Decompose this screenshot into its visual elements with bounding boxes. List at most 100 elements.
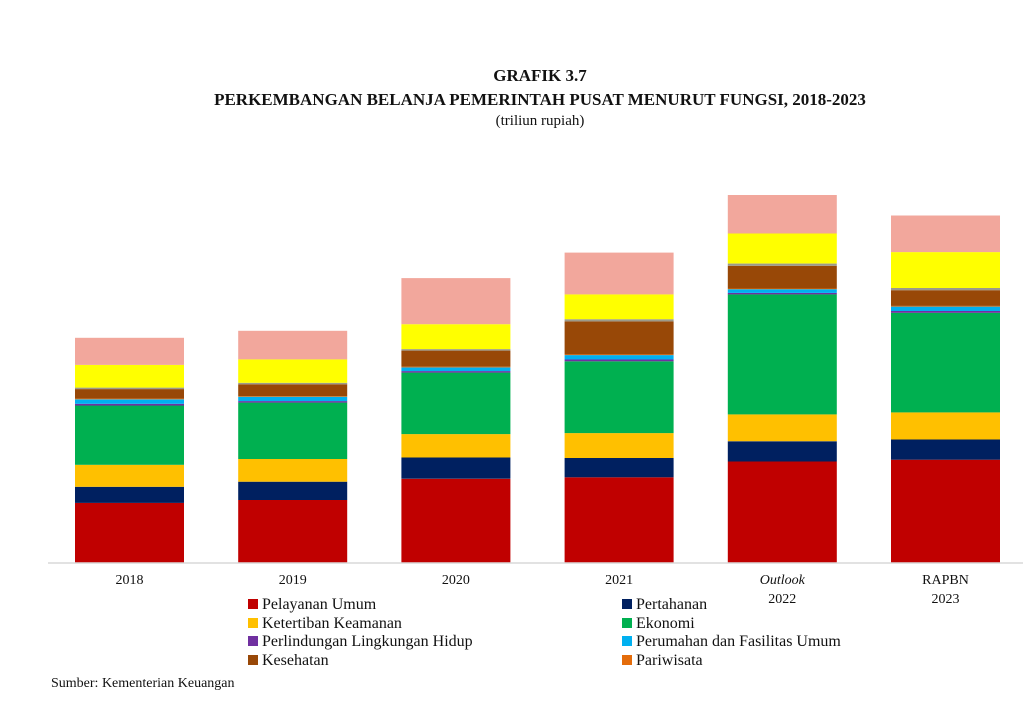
bar-segment-4-2 [401,371,511,373]
legend-swatch [622,636,632,646]
bars-group [75,195,1000,563]
bar-segment-6-2 [401,366,511,368]
x-tick-label-1: 2019 [228,571,358,590]
x-tick-label-5: RAPBN 2023 [881,571,1011,609]
bar-segment-10-3 [564,252,674,295]
bar-segment-9-4 [727,233,837,264]
bar-segment-4-5 [891,311,1000,313]
bar-segment-10-1 [238,330,348,360]
bar-segment-0-4 [727,461,837,563]
legend-swatch [622,599,632,609]
bar-segment-6-1 [238,396,348,397]
bar-segment-1-5 [891,439,1000,460]
bar-segment-1-0 [75,486,184,503]
legend-item-5: Perumahan dan Fasilitas Umum [622,633,841,651]
legend-swatch [622,654,632,665]
legend-item-1: Pertahanan [622,596,707,614]
bar-segment-8-3 [564,319,674,322]
bar-segment-1-2 [401,457,511,479]
bar-segment-1-4 [727,441,837,462]
bar-segment-4-1 [238,401,348,403]
legend-label: Ketertiban Keamanan [262,614,402,632]
x-tick-label-line1: 2019 [278,573,307,588]
x-tick-label-line1: 2018 [115,573,144,588]
bar-segment-6-4 [727,288,837,290]
bar-segment-0-3 [564,477,674,563]
bar-segment-1-1 [238,481,348,500]
source-note: Sumber: Kementerian Keuangan [51,676,235,691]
bar-segment-10-4 [727,195,837,234]
legend-swatch [622,617,632,628]
bar-segment-9-1 [238,359,348,383]
bar-segment-9-0 [75,364,184,388]
bar-segment-3-2 [401,372,511,435]
legend-item-2: Ketertiban Keamanan [248,615,402,633]
bar-segment-4-0 [75,403,184,406]
x-tick-label-0: 2018 [65,571,195,590]
bar-segment-0-1 [238,500,348,563]
bar-segment-9-5 [891,252,1000,288]
x-tick-label-line1: 2020 [441,573,470,588]
bar-segment-3-0 [75,405,184,465]
bar-segment-6-3 [564,354,674,356]
bar-segment-7-2 [401,350,511,367]
bar-segment-2-3 [564,433,674,458]
legend-label: Perumahan dan Fasilitas Umum [636,633,841,650]
bar-segment-5-5 [891,306,1000,311]
x-tick-label-line2: 2022 [768,592,797,607]
chart-title: GRAFIK 3.7 [493,66,587,85]
bar-segment-3-5 [891,312,1000,413]
legend-item-0: Pelayanan Umum [248,596,376,614]
bar-segment-2-0 [75,464,184,487]
bar-segment-0-0 [75,502,184,563]
bar-segment-0-2 [401,478,511,563]
bar-segment-5-1 [238,396,348,402]
bar-segment-5-0 [75,399,184,404]
legend-swatch [248,636,258,646]
legend-item-6: Kesehatan [248,652,329,670]
legend-label: Pelayanan Umum [262,596,377,613]
bar-segment-8-5 [891,288,1000,291]
bar-segment-2-2 [401,434,511,458]
bar-segment-5-2 [401,367,511,372]
legend-swatch [248,599,258,609]
x-tick-label-4: Outlook 2022 [717,571,847,609]
bar-segment-6-0 [75,398,184,400]
x-tick-label-2: 2020 [391,571,521,590]
legend-label: Pertahanan [636,596,708,613]
legend-label: Ekonomi [636,614,695,632]
bar-segment-3-3 [564,361,674,434]
bar-segment-9-3 [564,294,674,320]
x-tick-label-line1: RAPBN [922,573,969,588]
bar-segment-7-5 [891,290,1000,306]
x-tick-label-3: 2021 [554,571,684,590]
bar-segment-10-0 [75,337,184,365]
bar-segment-7-3 [564,321,674,355]
bar-segment-0-5 [891,459,1000,563]
legend-swatch [248,654,258,665]
legend-item-4: Perlindungan Lingkungan Hidup [248,633,473,651]
legend-item-7: Pariwisata [622,652,703,670]
x-tick-label-line1: Outlook [759,573,805,588]
bar-segment-7-0 [75,389,184,399]
bar-segment-3-1 [238,402,348,459]
bar-segment-8-1 [238,382,348,385]
bar-segment-5-3 [564,355,674,360]
bar-segment-7-4 [727,265,837,289]
legend-label: Perlindungan Lingkungan Hidup [262,633,473,650]
bar-segment-8-4 [727,263,837,266]
x-tick-label-line1: 2021 [605,573,634,588]
legend-item-3: Ekonomi [622,615,695,633]
bar-segment-7-1 [238,384,348,396]
chart-unit: (triliun rupiah) [495,113,585,129]
bar-segment-2-1 [238,459,348,482]
bar-segment-10-2 [401,278,511,325]
bar-segment-8-0 [75,387,184,390]
bar-segment-4-3 [564,359,674,362]
legend-label: Kesehatan [262,651,329,669]
bar-segment-4-4 [727,292,837,295]
legend-label: Pariwisata [636,651,703,669]
bar-segment-9-2 [401,324,511,350]
x-tick-label-line2: 2023 [931,592,960,607]
